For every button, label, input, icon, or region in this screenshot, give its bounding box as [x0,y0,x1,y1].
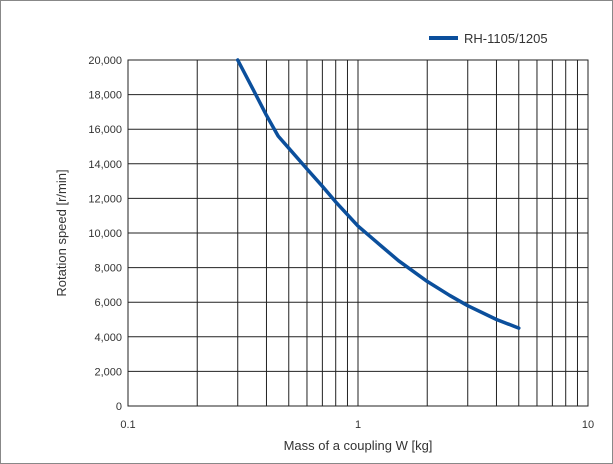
y-tick-label: 6,000 [94,297,122,309]
x-tick-label: 10 [582,419,594,431]
y-tick-label: 10,000 [88,228,122,240]
x-tick-label: 0.1 [120,419,135,431]
legend-label-rh-1105-1205: RH-1105/1205 [464,31,548,46]
y-tick-label: 20,000 [88,55,122,67]
y-tick-label: 0 [116,401,122,413]
x-tick-label: 1 [355,419,361,431]
x-axis-label: Mass of a coupling W [kg] [284,438,433,453]
y-tick-label: 4,000 [94,332,122,344]
series-line-0 [235,58,521,330]
grid [128,60,588,406]
plot-area-border [127,59,589,407]
x-axis-ticks: 0.1 1 10 [120,419,594,431]
y-tick-label: 8,000 [94,263,122,275]
y-tick-label: 2,000 [94,366,122,378]
y-tick-label: 18,000 [88,90,122,102]
y-tick-label: 12,000 [88,193,122,205]
y-tick-label: 16,000 [88,124,122,136]
y-axis-ticks: 0 2,000 4,000 6,000 8,000 10,000 12,000 14,000 1… [88,55,122,413]
y-axis-label: Rotation speed [r/min] [54,169,69,296]
legend: RH-1105/1205 [429,31,548,46]
series-layer [235,58,521,330]
y-tick-label: 14,000 [88,159,122,171]
